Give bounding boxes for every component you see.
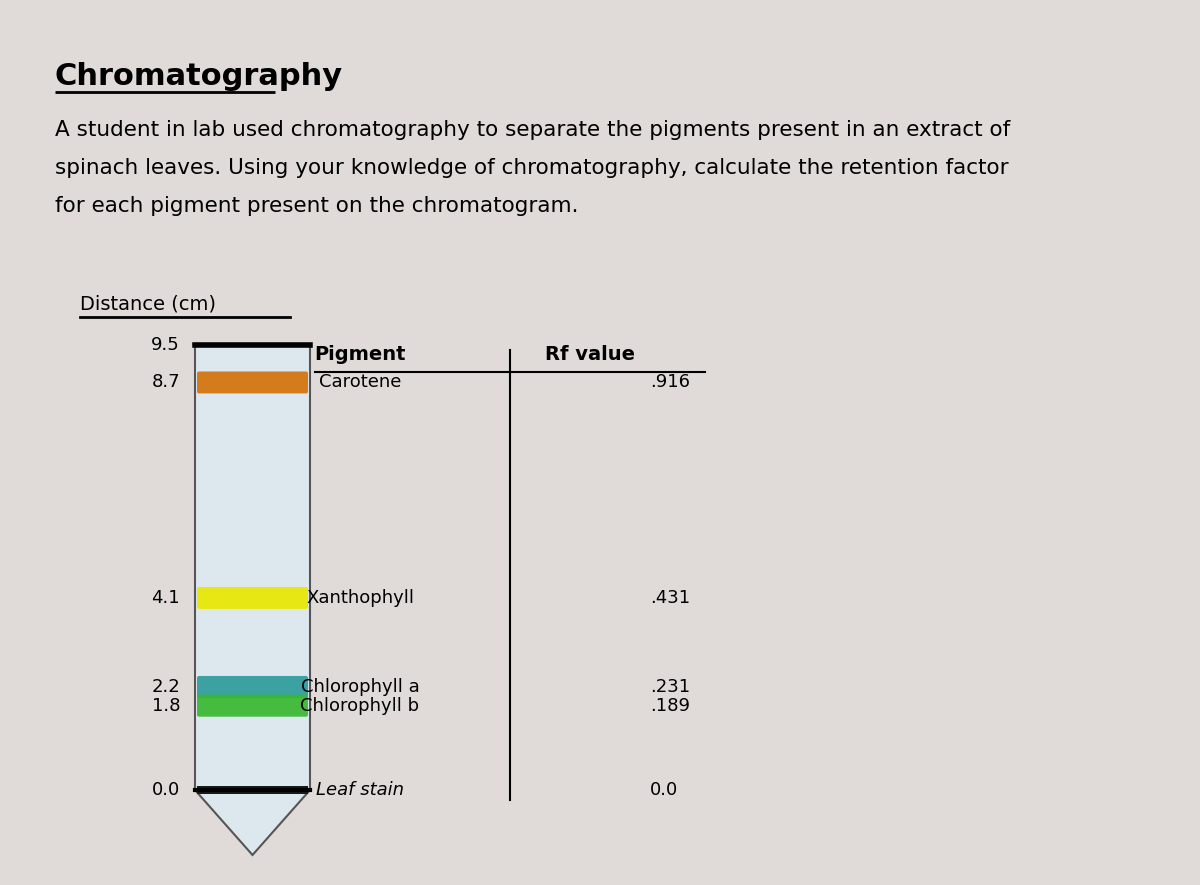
Text: 2.2: 2.2: [151, 678, 180, 696]
Text: 1.8: 1.8: [151, 696, 180, 715]
Bar: [197, 786, 308, 794]
Text: Leaf stain: Leaf stain: [316, 781, 404, 799]
FancyBboxPatch shape: [197, 676, 308, 698]
Text: 4.1: 4.1: [151, 589, 180, 607]
Text: Pigment: Pigment: [314, 345, 406, 365]
Text: Chlorophyll b: Chlorophyll b: [300, 696, 420, 715]
Text: .231: .231: [650, 678, 690, 696]
Polygon shape: [194, 790, 310, 855]
Text: Chlorophyll a: Chlorophyll a: [301, 678, 419, 696]
Text: .431: .431: [650, 589, 690, 607]
Text: 8.7: 8.7: [151, 373, 180, 391]
Text: .189: .189: [650, 696, 690, 715]
Text: for each pigment present on the chromatogram.: for each pigment present on the chromato…: [55, 196, 578, 216]
Text: Rf value: Rf value: [545, 345, 635, 365]
FancyBboxPatch shape: [197, 695, 308, 717]
Text: Xanthophyll: Xanthophyll: [306, 589, 414, 607]
Text: Carotene: Carotene: [319, 373, 401, 391]
Text: Distance (cm): Distance (cm): [80, 295, 216, 314]
Text: 9.5: 9.5: [151, 336, 180, 354]
Text: spinach leaves. Using your knowledge of chromatography, calculate the retention : spinach leaves. Using your knowledge of …: [55, 158, 1009, 178]
Bar: [194, 345, 310, 790]
Text: Chromatography: Chromatography: [55, 62, 343, 91]
Text: A student in lab used chromatography to separate the pigments present in an extr: A student in lab used chromatography to …: [55, 120, 1010, 140]
FancyBboxPatch shape: [197, 587, 308, 609]
Text: .916: .916: [650, 373, 690, 391]
Text: 0.0: 0.0: [151, 781, 180, 799]
Text: 0.0: 0.0: [650, 781, 678, 799]
FancyBboxPatch shape: [197, 372, 308, 394]
